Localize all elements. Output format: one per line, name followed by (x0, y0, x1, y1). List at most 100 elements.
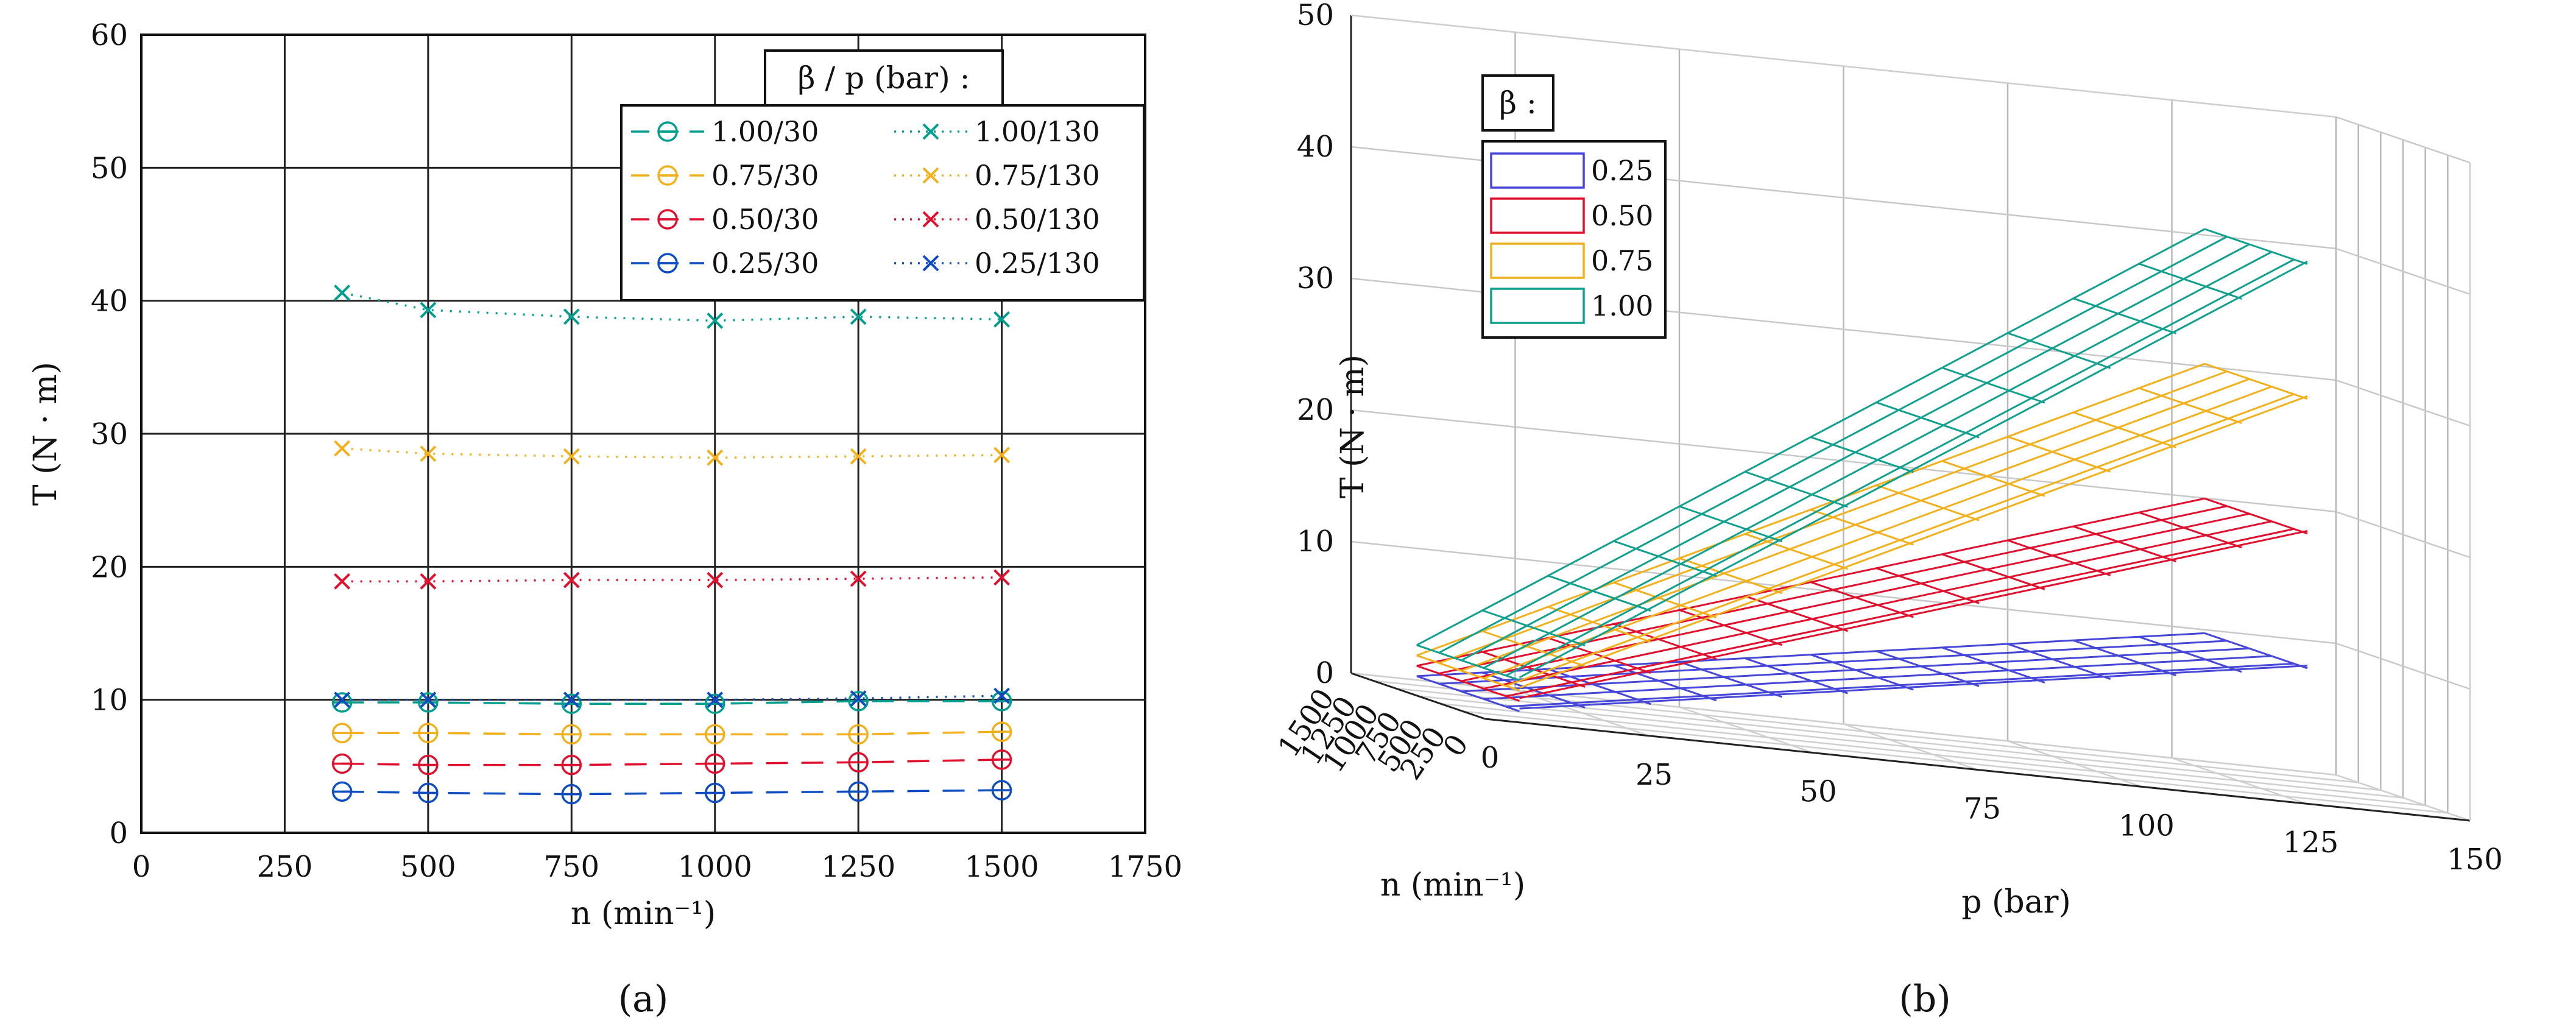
panel-b-legend-item-0-75: 0.75 (1490, 242, 1653, 279)
panel-a-series-line (342, 291, 1002, 322)
panel-b-side-wall-gridline (2335, 511, 2471, 559)
panel-a-data-point (561, 783, 582, 805)
panel-a-series-line (342, 758, 1002, 766)
legend-label: 0.25/30 (711, 247, 819, 280)
panel-a-legend-item-0-25-130: 0.25/130 (894, 247, 1100, 280)
panel-b-z-tick-label: 50 (1297, 0, 1334, 32)
panel-a-data-point (331, 753, 353, 774)
panel-b-x-tick-label: 0 (1481, 741, 1500, 775)
surface-mesh-line (2073, 525, 2176, 562)
surface-mesh-line (2007, 436, 2111, 473)
panel-a-legend-item-1-00-30: 1.00/30 (631, 115, 819, 148)
panel-b-surface-0-25 (1416, 632, 2308, 712)
surface-mesh-line (1745, 595, 1848, 632)
surface-mesh-line (1461, 647, 2250, 693)
panel-b-z-tick-label: 40 (1297, 130, 1334, 164)
surface-mesh-line (1941, 367, 2045, 404)
panel-a-axes: 0 250 500 750 1000 1250 1500 1750 0 10 20 30 40 50 60 (91, 18, 1182, 884)
panel-a-data-point (993, 311, 1010, 328)
panel-a-data-point (420, 445, 437, 462)
panel-a-data-point (707, 313, 724, 329)
legend-marker-sample (922, 167, 939, 184)
panel-a-data-point (563, 571, 580, 588)
surface-mesh-line (1416, 644, 1520, 681)
surface-mesh-line (1679, 609, 1783, 646)
panel-a-y-tick-label: 60 (91, 18, 128, 52)
panel-a-legend-item-0-50-130: 0.50/130 (894, 203, 1100, 236)
panel-a-series-1-00-30 (331, 691, 1012, 714)
panel-a-data-point (848, 691, 869, 712)
legend-label: 0.25 (1591, 154, 1653, 187)
legend-swatch (1490, 288, 1585, 324)
legend-swatch (1490, 242, 1585, 279)
panel-a-data-point (334, 573, 351, 590)
surface-mesh-line (1810, 509, 1914, 546)
panel-a-data-point (563, 448, 580, 465)
legend-marker-sample (657, 165, 678, 186)
panel-b-side-wall-gridline (2335, 116, 2471, 164)
panel-a-x-tick-label: 500 (400, 850, 456, 884)
surface-mesh-line (1505, 258, 2295, 677)
panel-a-data-point (848, 781, 869, 802)
panel-b-label: (b) (1899, 978, 1950, 1020)
panel-a-data-point (418, 782, 439, 804)
surface-mesh-line (1483, 520, 2272, 690)
panel-a-data-point (561, 754, 582, 776)
surface-mesh-line (1745, 533, 1848, 570)
panel-a-series-1-00-130 (334, 285, 1010, 329)
legend-label: 0.50/130 (975, 203, 1100, 236)
panel-a-data-point (704, 724, 725, 745)
panel-a-data-point (334, 440, 351, 457)
surface-mesh-line (2204, 228, 2308, 265)
panel-a-data-point (707, 571, 724, 588)
panel-b-legend: β : 0.25 0.50 0.75 1.00 (1481, 74, 1667, 339)
panel-a-data-point (704, 693, 725, 714)
surface-mesh-line (1416, 665, 1520, 702)
panel-a-series (331, 285, 1012, 805)
panel-a-series-line (342, 694, 1002, 701)
surface-mesh-line (1416, 228, 2206, 646)
panel-a-legend: β / p (bar) : 1.00/30 1.00/130 0.75/30 0.75/… (620, 49, 1145, 302)
surface-mesh-line (1876, 567, 1980, 604)
panel-b-legend-item-0-25: 0.25 (1490, 152, 1653, 189)
legend-label: 0.75 (1591, 244, 1653, 277)
panel-a-data-point (850, 690, 867, 707)
panel-b-floor-gridline (1396, 687, 2381, 791)
panel-a-series-line (342, 789, 1002, 796)
panel-a-legend-item-0-75-30: 0.75/30 (631, 159, 819, 192)
panel-a-series-0-75-30 (331, 721, 1012, 745)
panel-a-y-tick-label: 10 (91, 684, 128, 718)
panel-a-x-axis-label: n (min⁻¹) (571, 896, 716, 932)
panel-a-x-tick-label: 1750 (1108, 850, 1182, 884)
legend-label: 0.25/130 (975, 247, 1100, 280)
legend-swatch (1490, 152, 1585, 189)
surface-mesh-line (2204, 362, 2308, 400)
panel-a-data-point (561, 724, 582, 745)
panel-a-legend-title-box (764, 49, 1004, 107)
surface-mesh-line (1810, 436, 1914, 473)
panel-a-data-point (418, 692, 439, 713)
panel-a-series-0-50-30 (331, 749, 1012, 776)
panel-a-plot-frame (140, 34, 1146, 834)
surface-mesh-line (2139, 511, 2242, 549)
panel-a-series-line (342, 447, 1002, 459)
panel-a-legend-item-0-50-30: 0.50/30 (631, 203, 819, 236)
panel-a-x-tick-label: 750 (543, 850, 599, 884)
panel-a-data-point (993, 447, 1010, 464)
legend-label: 0.50 (1591, 199, 1653, 232)
legend-label: 1.00/130 (975, 115, 1100, 148)
panel-a-data-point (993, 569, 1010, 586)
surface-mesh-line (1439, 640, 2228, 685)
panel-b-z-tick-label: 10 (1297, 525, 1334, 559)
panel-a-x-tick-label: 1250 (821, 850, 895, 884)
panel-b-side-wall-gridline (2335, 379, 2471, 427)
surface-mesh-line (1416, 632, 2205, 677)
surface-mesh-line (1810, 581, 1914, 618)
legend-marker-sample (657, 209, 678, 230)
surface-mesh-line (1941, 460, 2045, 497)
panel-b-grid (1350, 14, 2471, 822)
panel-a-y-tick-label: 40 (91, 285, 128, 319)
surface-mesh-line (2073, 297, 2176, 334)
panel-a-data-point (331, 692, 353, 713)
